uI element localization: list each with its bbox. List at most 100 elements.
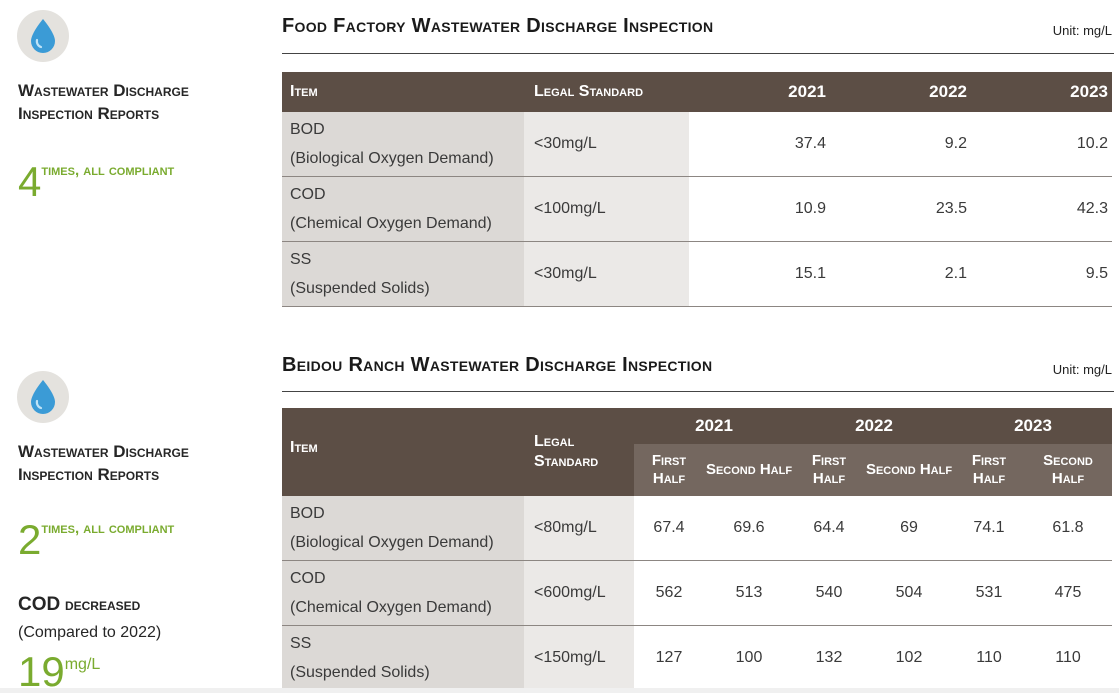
food-title-divider (282, 53, 1114, 54)
value-cell: 9.2 (830, 112, 971, 177)
standard-cell: <600mg/L (524, 560, 634, 626)
value-cell: 74.1 (954, 496, 1024, 561)
ranch-side-heading: Wastewater Discharge Inspection Reports (18, 442, 189, 484)
table-row: SS (Suspended Solids) <30mg/L 15.1 2.1 9.… (282, 241, 1112, 307)
table-row: BOD (Biological Oxygen Demand) <30mg/L 37… (282, 112, 1112, 177)
value-cell: 110 (1024, 625, 1112, 691)
value-cell: 42.3 (971, 176, 1112, 242)
food-section-title: Food Factory Wastewater Discharge Inspec… (282, 15, 714, 37)
ranch-inspection-table: Item Legal Standard 2021 2022 2023 First… (282, 408, 1112, 691)
food-inspection-table: Item Legal Standard 2021 2022 2023 BOD (B… (282, 72, 1112, 307)
cod-heading-prefix: COD (18, 594, 61, 615)
table-subheader-row: First Half Second Half First Half Second… (282, 444, 1112, 496)
food-side-heading: Wastewater Discharge Inspection Reports (18, 81, 189, 123)
standard-cell: <80mg/L (524, 496, 634, 561)
cod-decrease-unit: mg/L (64, 656, 101, 673)
ranch-title-divider (282, 391, 1114, 392)
cod-decrease-value: 19mg/L (18, 651, 101, 693)
header-year-2021: 2021 (634, 408, 794, 444)
item-label: SS (290, 251, 312, 268)
standard-cell: <30mg/L (524, 241, 689, 307)
header-year-2021: 2021 (689, 72, 830, 112)
value-cell: 61.8 (1024, 496, 1112, 561)
table-row: SS (Suspended Solids) <150mg/L 127 100 13… (282, 625, 1112, 691)
ranch-section-title: Beidou Ranch Wastewater Discharge Inspec… (282, 354, 713, 376)
water-drop-icon (31, 19, 55, 53)
table-header-row: Item Legal Standard 2021 2022 2023 (282, 408, 1112, 496)
header-first-half: First Half (954, 444, 1024, 496)
value-cell: 15.1 (689, 241, 830, 307)
water-drop-badge (17, 371, 69, 423)
cod-heading-rest: decreased (64, 595, 141, 614)
item-cell: BOD (Biological Oxygen Demand) (282, 112, 524, 177)
item-cell: COD (Chemical Oxygen Demand) (282, 176, 524, 242)
item-sublabel: (Chemical Oxygen Demand) (290, 215, 492, 232)
ranch-unit-note: Unit: mg/L (1052, 362, 1112, 377)
value-cell: 10.9 (689, 176, 830, 242)
item-sublabel: (Chemical Oxygen Demand) (290, 599, 492, 616)
value-cell: 64.4 (794, 496, 864, 561)
header-year-2023: 2023 (971, 72, 1112, 112)
ranch-inspection-count: 2times, all compliant (18, 519, 175, 561)
standard-cell: <30mg/L (524, 112, 689, 177)
header-item: Item (282, 72, 524, 112)
header-second-half: Second Half (1024, 444, 1112, 496)
header-year-2022: 2022 (794, 408, 954, 444)
value-cell: 37.4 (689, 112, 830, 177)
item-label: SS (290, 635, 312, 652)
table-row: COD (Chemical Oxygen Demand) <100mg/L 10.… (282, 176, 1112, 242)
food-kpi-text: times, all compliant (41, 162, 175, 179)
value-cell: 475 (1024, 560, 1112, 626)
value-cell: 2.1 (830, 241, 971, 307)
value-cell: 531 (954, 560, 1024, 626)
header-legal-standard: Legal Standard (524, 72, 689, 112)
value-cell: 10.2 (971, 112, 1112, 177)
cod-compare-note: (Compared to 2022) (18, 624, 162, 641)
value-cell: 23.5 (830, 176, 971, 242)
item-cell: SS (Suspended Solids) (282, 625, 524, 691)
food-kpi-number: 4 (18, 158, 42, 205)
item-cell: COD (Chemical Oxygen Demand) (282, 560, 524, 626)
item-cell: BOD (Biological Oxygen Demand) (282, 496, 524, 561)
table-row: COD (Chemical Oxygen Demand) <600mg/L 562… (282, 560, 1112, 626)
value-cell: 69.6 (704, 496, 794, 561)
value-cell: 69 (864, 496, 954, 561)
page-bottom-strip (0, 688, 1119, 693)
header-second-half: Second Half (704, 444, 794, 496)
water-drop-icon (31, 380, 55, 414)
value-cell: 102 (864, 625, 954, 691)
item-sublabel: (Biological Oxygen Demand) (290, 150, 494, 167)
header-item: Item (282, 408, 524, 496)
item-label: COD (290, 186, 326, 203)
item-cell: SS (Suspended Solids) (282, 241, 524, 307)
item-sublabel: (Suspended Solids) (290, 280, 430, 297)
item-sublabel: (Biological Oxygen Demand) (290, 534, 494, 551)
value-cell: 540 (794, 560, 864, 626)
value-cell: 127 (634, 625, 704, 691)
standard-cell: <150mg/L (524, 625, 634, 691)
header-year-2022: 2022 (830, 72, 971, 112)
table-row: BOD (Biological Oxygen Demand) <80mg/L 67… (282, 496, 1112, 561)
header-legal-standard: Legal Standard (524, 408, 634, 496)
header-first-half: First Half (634, 444, 704, 496)
value-cell: 67.4 (634, 496, 704, 561)
item-label: BOD (290, 121, 325, 138)
food-inspection-count: 4times, all compliant (18, 161, 175, 203)
header-year-2023: 2023 (954, 408, 1112, 444)
header-second-half: Second Half (864, 444, 954, 496)
item-label: COD (290, 570, 326, 587)
item-sublabel: (Suspended Solids) (290, 664, 430, 681)
value-cell: 9.5 (971, 241, 1112, 307)
header-first-half: First Half (794, 444, 864, 496)
value-cell: 504 (864, 560, 954, 626)
value-cell: 562 (634, 560, 704, 626)
ranch-kpi-number: 2 (18, 516, 42, 563)
standard-cell: <100mg/L (524, 176, 689, 242)
cod-decrease-number: 19 (18, 648, 65, 695)
value-cell: 132 (794, 625, 864, 691)
item-label: BOD (290, 505, 325, 522)
value-cell: 110 (954, 625, 1024, 691)
ranch-kpi-text: times, all compliant (41, 520, 175, 537)
cod-decrease-heading: COD decreased (18, 593, 238, 616)
table-header-row: Item Legal Standard 2021 2022 2023 (282, 72, 1112, 112)
